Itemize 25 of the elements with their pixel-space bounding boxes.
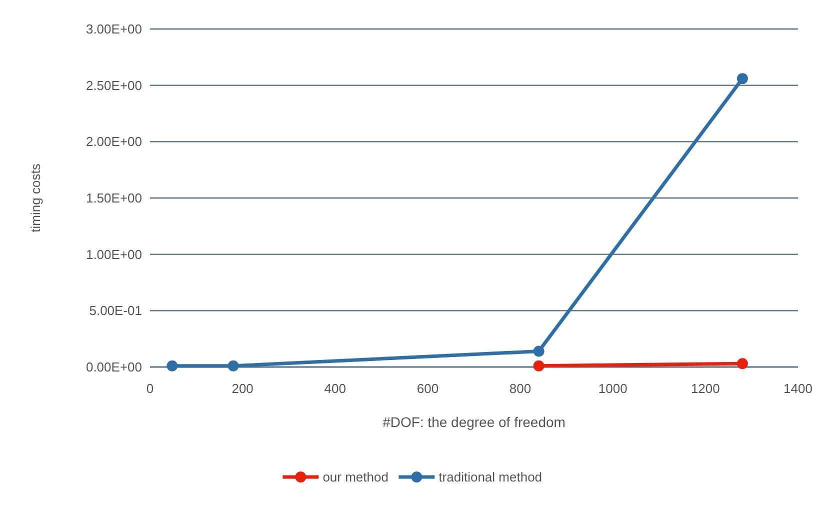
point	[736, 358, 748, 370]
point	[228, 360, 239, 372]
y-tick-label: 2.50E+00	[86, 78, 142, 93]
point	[533, 360, 544, 372]
y-tick-label: 0.00E+00	[86, 360, 142, 375]
x-tick-label: 200	[232, 381, 254, 396]
y-tick-label: 1.00E+00	[86, 246, 142, 262]
point	[736, 73, 748, 84]
legend-label: traditional method	[438, 470, 542, 485]
x-tick-label: 1000	[598, 381, 628, 396]
x-tick-label: 0	[146, 381, 154, 396]
y-tick-label: 3.00E+00	[86, 22, 142, 37]
x-tick-label: 400	[324, 381, 346, 396]
x-tick-label: 1400	[784, 381, 812, 396]
y-tick-label: 1.50E+00	[86, 190, 142, 206]
y-axis-title: timing costs	[28, 163, 43, 232]
y-tick-label: 2.00E+00	[86, 134, 142, 150]
legend-label: our method	[322, 470, 388, 485]
x-tick-label: 600	[416, 381, 439, 396]
point	[533, 346, 544, 357]
x-tick-label: 800	[509, 381, 532, 396]
x-tick-label: 1200	[690, 381, 720, 396]
y-tick-label: 5.00E-01	[89, 303, 142, 318]
point	[166, 360, 178, 372]
x-axis-title: #DOF: the degree of freedom	[382, 414, 566, 430]
